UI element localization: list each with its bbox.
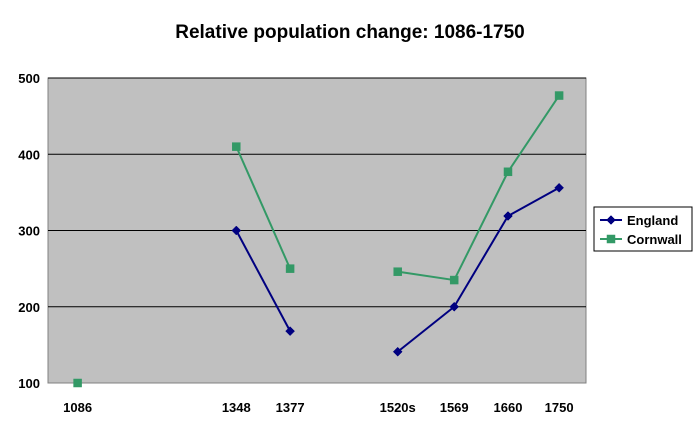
chart-title: Relative population change: 1086-1750 <box>175 22 525 43</box>
series-line <box>397 186 560 353</box>
data-point <box>554 91 564 100</box>
series-england <box>231 182 564 357</box>
data-point <box>503 211 513 221</box>
data-point <box>393 267 402 276</box>
data-point <box>449 275 459 285</box>
x-tick-label: 1520s <box>380 400 416 415</box>
data-point <box>449 301 460 312</box>
data-point <box>285 264 295 273</box>
series-line <box>397 94 560 282</box>
data-point <box>232 142 241 151</box>
y-tick-label: 200 <box>18 300 40 315</box>
data-point <box>554 182 564 193</box>
y-tick-label: 500 <box>18 71 40 86</box>
legend-marker <box>606 215 616 225</box>
legend-label: Cornwall <box>627 232 682 247</box>
data-point <box>231 225 242 236</box>
data-point <box>392 346 403 357</box>
x-tick-label: 1348 <box>222 400 251 415</box>
data-point <box>285 326 295 337</box>
data-point <box>73 378 82 388</box>
y-axis-ticks: 100 200 300 400 500 <box>18 71 40 391</box>
legend-label: England <box>627 213 678 228</box>
y-tick-label: 400 <box>18 147 40 162</box>
x-tick-label: 1086 <box>63 400 92 415</box>
legend: England Cornwall <box>593 206 693 252</box>
x-tick-label: 1569 <box>440 400 469 415</box>
series-line <box>235 230 291 332</box>
legend-item-cornwall: Cornwall <box>600 232 682 247</box>
x-axis-ticks: 1086 1348 1377 1520s 1569 1660 1750 <box>63 400 573 415</box>
data-point <box>503 167 513 177</box>
x-tick-label: 1660 <box>494 400 523 415</box>
gridlines <box>48 77 586 308</box>
series-layer <box>73 91 564 388</box>
y-tick-label: 300 <box>18 224 40 239</box>
x-tick-label: 1750 <box>545 400 574 415</box>
legend-box <box>593 206 693 252</box>
x-tick-label: 1377 <box>276 400 305 415</box>
y-tick-label: 100 <box>18 376 40 391</box>
series-cornwall <box>73 91 564 388</box>
series-line <box>235 146 292 270</box>
legend-marker <box>606 234 616 244</box>
legend-item-england: England <box>600 213 678 228</box>
